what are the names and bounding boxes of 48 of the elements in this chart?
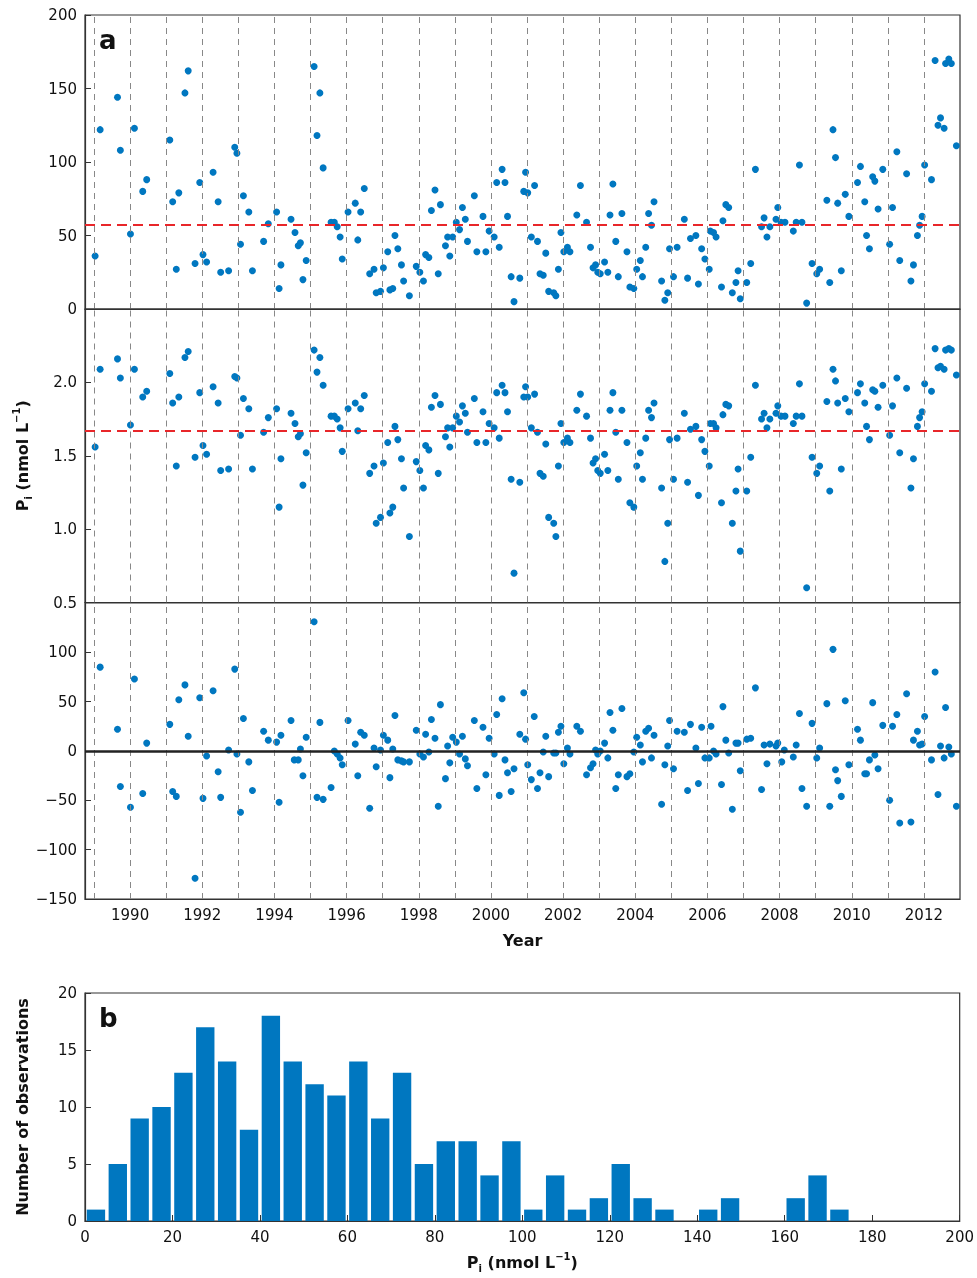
x-tick-label: 40 bbox=[250, 1227, 270, 1246]
y-tick-label: 10 bbox=[57, 1098, 77, 1116]
x-tick-label: 2008 bbox=[760, 905, 799, 924]
x-tick-label: 2010 bbox=[832, 905, 871, 924]
y-tick-label: 100 bbox=[48, 153, 77, 171]
x-tick-label: 2012 bbox=[904, 905, 944, 924]
y-tick-label: 50 bbox=[57, 692, 77, 711]
y-tick-label: 2.0 bbox=[53, 373, 77, 392]
x-tick-label: 20 bbox=[162, 1227, 183, 1246]
x-tick-label: 80 bbox=[425, 1227, 445, 1246]
x-tick-label: 100 bbox=[508, 1227, 537, 1246]
x-tick-label: 2004 bbox=[616, 905, 655, 924]
x-tick-label: 140 bbox=[682, 1227, 712, 1246]
x-axis-title: Year bbox=[501, 930, 543, 950]
y-tick-label: 50 bbox=[57, 226, 77, 245]
x-tick-label: 0 bbox=[80, 1227, 90, 1246]
y-axis-title: Pi (nmol L−1) bbox=[10, 400, 34, 512]
y-tick-label: 0 bbox=[67, 1212, 77, 1230]
y-tick-label: 15 bbox=[57, 1041, 77, 1059]
x-tick-label: 200 bbox=[945, 1227, 975, 1246]
x-tick-label: 2002 bbox=[544, 905, 583, 924]
y-tick-label: 0 bbox=[67, 300, 77, 318]
annotation: a bbox=[99, 25, 117, 55]
y-tick-label: 1.0 bbox=[53, 520, 77, 539]
y-tick-label: 1.5 bbox=[53, 446, 77, 465]
y-tick-label: 150 bbox=[48, 79, 77, 98]
y-tick-label: 0 bbox=[67, 742, 77, 760]
x-tick-label: 2000 bbox=[471, 905, 511, 924]
y-tick-label: 20 bbox=[57, 984, 77, 1002]
x-tick-label: 1990 bbox=[111, 905, 150, 924]
y-tick-label: 5 bbox=[67, 1155, 77, 1173]
x-tick-label: 1994 bbox=[255, 905, 294, 924]
y-tick-label: −150 bbox=[35, 890, 77, 908]
annotation: b bbox=[99, 1003, 118, 1033]
x-tick-label: 160 bbox=[770, 1227, 800, 1246]
x-tick-label: 120 bbox=[595, 1227, 625, 1246]
x-tick-label: 1998 bbox=[399, 905, 438, 924]
x-tick-label: 60 bbox=[337, 1227, 357, 1246]
y-tick-label: 200 bbox=[48, 6, 77, 24]
y-tick-label: 100 bbox=[48, 643, 77, 662]
x-tick-label: 180 bbox=[857, 1227, 887, 1246]
y-tick-label: 0.5 bbox=[53, 593, 77, 612]
y-tick-label: −100 bbox=[35, 840, 77, 859]
y-axis-title: Number of observations bbox=[12, 998, 32, 1216]
x-tick-label: 1992 bbox=[183, 905, 222, 924]
y-tick-label: −50 bbox=[45, 791, 77, 810]
x-tick-label: 1996 bbox=[327, 905, 366, 924]
x-tick-label: 2006 bbox=[688, 905, 727, 924]
